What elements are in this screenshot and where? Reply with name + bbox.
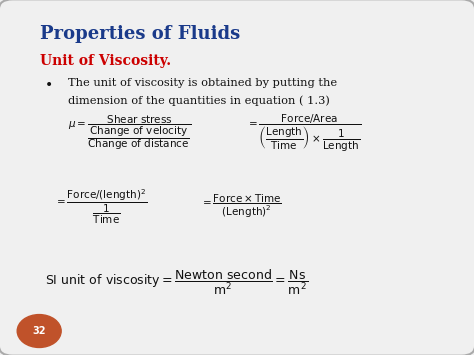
Text: Unit of Viscosity.: Unit of Viscosity. (40, 54, 171, 68)
Text: Properties of Fluids: Properties of Fluids (40, 25, 240, 43)
Text: The unit of viscosity is obtained by putting the: The unit of viscosity is obtained by put… (68, 78, 337, 88)
Text: $= \dfrac{\mathrm{Force/(length)}^2}{\dfrac{1}{\mathrm{Time}}}$: $= \dfrac{\mathrm{Force/(length)}^2}{\df… (54, 187, 147, 226)
Text: $= \dfrac{\mathrm{Force/Area}}{\left(\dfrac{\mathrm{Length}}{\mathrm{Time}}\righ: $= \dfrac{\mathrm{Force/Area}}{\left(\df… (246, 112, 362, 154)
Text: •: • (45, 78, 53, 92)
Text: 32: 32 (32, 326, 46, 336)
Text: $\mu = \dfrac{\mathrm{Shear\ stress}}{\dfrac{\mathrm{Change\ of\ velocity}}{\mat: $\mu = \dfrac{\mathrm{Shear\ stress}}{\d… (68, 114, 191, 152)
Text: $= \dfrac{\mathrm{Force} \times \mathrm{Time}}{(\mathrm{Length})^2}$: $= \dfrac{\mathrm{Force} \times \mathrm{… (201, 193, 282, 220)
Text: $\mathrm{SI\ unit\ of\ viscosity} = \dfrac{\mathrm{Newton\ second}}{\mathrm{m}^2: $\mathrm{SI\ unit\ of\ viscosity} = \dfr… (45, 267, 308, 296)
Text: dimension of the quantities in equation ( 1.3): dimension of the quantities in equation … (68, 95, 329, 106)
Circle shape (17, 315, 61, 348)
